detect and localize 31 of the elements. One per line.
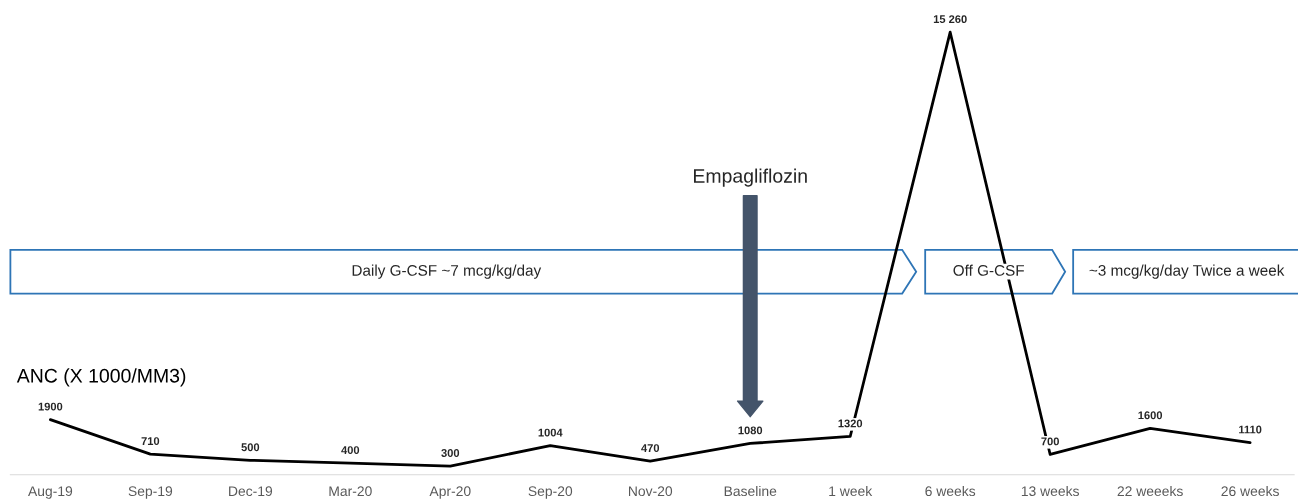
x-tick-label: Dec-19	[229, 486, 273, 497]
x-tick-label: Sep-19	[128, 486, 173, 499]
data-label: 1080	[738, 426, 763, 435]
x-tick-label: 6 weeks	[925, 485, 976, 497]
x-tick-label: Baseline	[724, 485, 777, 497]
data-label: 1900	[38, 402, 63, 411]
x-tick-label: Nov-20	[629, 486, 673, 497]
x-tick-label: 13 weeks	[1021, 485, 1079, 497]
data-label: 470	[641, 444, 660, 452]
annotation: Empagliflozin	[694, 168, 807, 187]
annotation: Daily G-CSF ~7 mcg/kg/day	[352, 264, 542, 279]
y-axis-title: ANC (X 1000/MM3)	[16, 368, 186, 387]
data-label: 1320	[838, 419, 863, 428]
x-tick-label: Mar-20	[329, 486, 372, 497]
x-tick-label: 26 weeks	[1221, 485, 1279, 497]
data-label: 500	[241, 443, 260, 452]
data-label: 1600	[1138, 411, 1163, 420]
x-tick-label: 1 week	[829, 485, 873, 497]
data-label: 700	[1041, 437, 1059, 446]
x-tick-label: Apr-20	[429, 486, 471, 499]
annotation: Off G-CSF	[953, 264, 1024, 276]
x-tick-label: 22 weeeks	[1117, 485, 1183, 497]
data-label: 1004	[538, 428, 563, 437]
x-tick-label: Aug-19	[28, 486, 73, 499]
data-label: 400	[341, 446, 360, 455]
data-label: 710	[141, 437, 160, 446]
x-tick-label: Sep-20	[528, 486, 573, 499]
data-label: 1110	[1239, 425, 1262, 434]
annotation: ~3 mcg/kg/day Twice a week	[1089, 264, 1285, 279]
data-label: 15 260	[933, 15, 967, 24]
data-label: 300	[441, 449, 460, 457]
